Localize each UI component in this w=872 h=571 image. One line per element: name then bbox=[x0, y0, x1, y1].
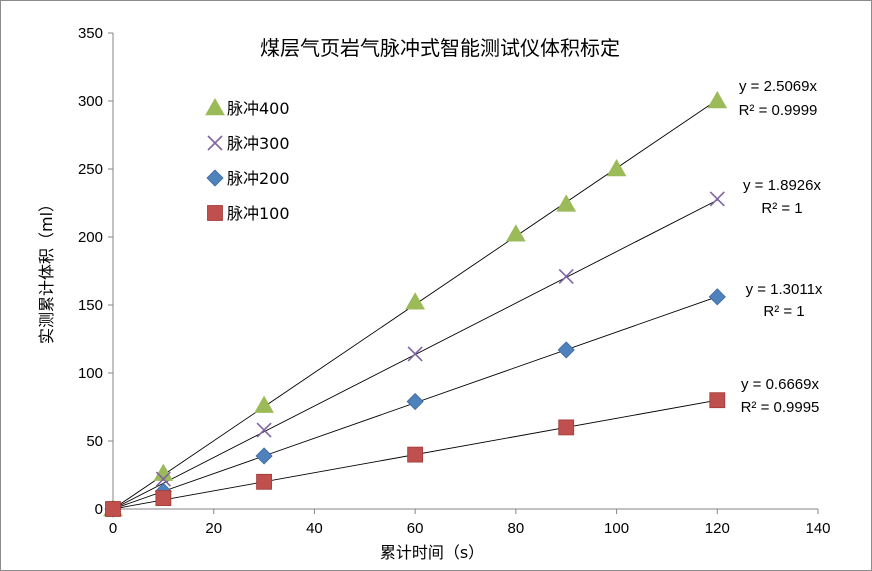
trendline-r2: R² = 1 bbox=[763, 303, 804, 320]
trendline-r2: R² = 0.9999 bbox=[739, 102, 818, 119]
trendline-equation: y = 2.5069x bbox=[739, 78, 817, 95]
data-point bbox=[256, 422, 272, 438]
legend-label: 脉冲100 bbox=[227, 204, 290, 223]
data-point bbox=[105, 501, 121, 517]
x-tick-label: 40 bbox=[306, 520, 323, 537]
data-point bbox=[707, 90, 728, 109]
trendline-r2: R² = 1 bbox=[761, 200, 802, 217]
data-point bbox=[256, 473, 272, 490]
legend-marker bbox=[205, 97, 225, 116]
x-axis-label: 累计时间（s） bbox=[380, 543, 484, 562]
y-tick-label: 200 bbox=[78, 229, 103, 246]
trendline-equation: y = 1.8926x bbox=[743, 177, 821, 194]
legend-marker bbox=[207, 205, 223, 221]
legend-label: 脉冲300 bbox=[227, 134, 290, 153]
legend: 脉冲400 脉冲300 脉冲200 脉冲100 bbox=[205, 97, 290, 223]
data-point bbox=[558, 419, 575, 436]
data-point bbox=[606, 158, 627, 177]
data-point bbox=[155, 471, 171, 487]
data-point bbox=[557, 341, 575, 359]
data-point bbox=[709, 392, 726, 409]
x-tick-label: 20 bbox=[205, 520, 222, 537]
x-marker-stroke bbox=[407, 346, 423, 362]
y-tick-label: 0 bbox=[95, 501, 103, 518]
x-marker-stroke bbox=[256, 422, 272, 438]
data-marks bbox=[103, 90, 728, 518]
x-marker-stroke bbox=[558, 268, 574, 285]
x-tick-label: 80 bbox=[508, 520, 525, 537]
data-point bbox=[255, 447, 273, 465]
legend-label: 脉冲200 bbox=[227, 169, 290, 188]
x-tick-label: 100 bbox=[604, 520, 629, 537]
axes: 0 50 100 150 200 250 300 350 0 20 40 60 80 100 120 140 bbox=[78, 25, 831, 537]
y-tick-label: 300 bbox=[78, 93, 103, 110]
x-marker-stroke bbox=[207, 135, 223, 151]
x-tick-label: 120 bbox=[705, 520, 730, 537]
data-point bbox=[407, 446, 424, 463]
data-point bbox=[505, 224, 526, 242]
data-point bbox=[405, 292, 426, 310]
x-marker-stroke bbox=[155, 471, 171, 487]
legend-label: 脉冲400 bbox=[227, 99, 290, 118]
data-point bbox=[709, 191, 725, 207]
data-point bbox=[556, 194, 577, 212]
data-point bbox=[407, 346, 423, 362]
data-point bbox=[406, 392, 424, 411]
x-tick-label: 60 bbox=[407, 520, 424, 537]
legend-marker bbox=[206, 169, 224, 187]
y-tick-label: 100 bbox=[78, 365, 103, 382]
x-tick-label: 140 bbox=[805, 520, 830, 537]
x-marker-stroke bbox=[709, 191, 725, 207]
x-tick-label: 0 bbox=[109, 520, 117, 537]
data-point bbox=[254, 395, 274, 413]
chart-title: 煤层气页岩气脉冲式智能测试仪体积标定 bbox=[260, 36, 620, 60]
trendline-equations: y = 2.5069x R² = 0.9999 y = 1.8926x R² = 1 y… bbox=[739, 78, 823, 416]
y-axis-label: 实测累计体积（ml） bbox=[37, 196, 56, 344]
y-tick-label: 350 bbox=[78, 25, 103, 42]
data-point bbox=[155, 490, 172, 507]
y-tick-label: 250 bbox=[78, 161, 103, 178]
data-point bbox=[558, 268, 574, 285]
data-point bbox=[153, 463, 174, 481]
legend-marker bbox=[207, 135, 223, 151]
y-tick-label: 150 bbox=[78, 297, 103, 314]
trendline-equation: y = 1.3011x bbox=[746, 281, 823, 298]
y-tick-label: 50 bbox=[86, 433, 103, 450]
trendline-r2: R² = 0.9995 bbox=[741, 399, 820, 416]
data-point bbox=[708, 288, 726, 306]
trendline-equation: y = 0.6669x bbox=[741, 376, 819, 393]
